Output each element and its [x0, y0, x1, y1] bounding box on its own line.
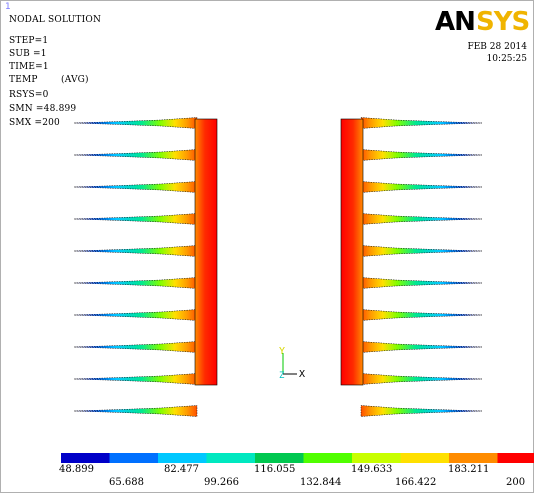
legend-swatch — [61, 453, 110, 463]
contour-legend-bar — [61, 453, 534, 463]
fins-left-group — [74, 118, 197, 417]
fin-right — [361, 246, 482, 257]
triad-z-label: Z — [279, 371, 284, 381]
legend-value-9: 183.211 — [448, 464, 489, 475]
fin-right — [361, 214, 482, 225]
fin-right — [361, 278, 482, 289]
legend-value-8: 166.422 — [395, 477, 436, 488]
fin-left — [74, 406, 197, 417]
legend-swatch — [158, 453, 207, 463]
legend-value-7: 149.633 — [351, 464, 392, 475]
fin-left — [74, 182, 197, 193]
fins-right-group — [361, 118, 482, 417]
legend-swatch — [255, 453, 304, 463]
fin-left — [74, 374, 197, 385]
legend-value-3: 82.477 — [164, 464, 199, 475]
fin-right — [361, 406, 482, 417]
legend-swatch — [449, 453, 498, 463]
base-wall-right — [341, 119, 363, 385]
fin-right — [361, 342, 482, 353]
legend-swatch — [207, 453, 256, 463]
fin-left — [74, 214, 197, 225]
legend-value-4: 99.266 — [204, 477, 239, 488]
legend-value-1: 48.899 — [59, 464, 94, 475]
fin-right — [361, 374, 482, 385]
fin-left — [74, 118, 197, 129]
fin-left — [74, 342, 197, 353]
fin-left — [74, 150, 197, 161]
legend-value-2: 65.688 — [109, 477, 144, 488]
triad-y-label: Y — [279, 346, 285, 357]
legend-value-10: 200 — [506, 477, 525, 488]
fin-right — [361, 150, 482, 161]
base-wall-left — [195, 119, 217, 385]
legend-value-6: 132.844 — [300, 477, 341, 488]
legend-swatch — [304, 453, 353, 463]
fin-left — [74, 278, 197, 289]
legend-swatch — [352, 453, 401, 463]
legend-swatch — [401, 453, 450, 463]
fin-right — [361, 118, 482, 129]
fin-left — [74, 310, 197, 321]
legend-swatch — [110, 453, 159, 463]
fin-right — [361, 182, 482, 193]
fin-right — [361, 310, 482, 321]
fin-left — [74, 246, 197, 257]
legend-swatch — [498, 453, 534, 463]
legend-value-5: 116.055 — [254, 464, 295, 475]
triad-x-label: X — [299, 369, 305, 380]
